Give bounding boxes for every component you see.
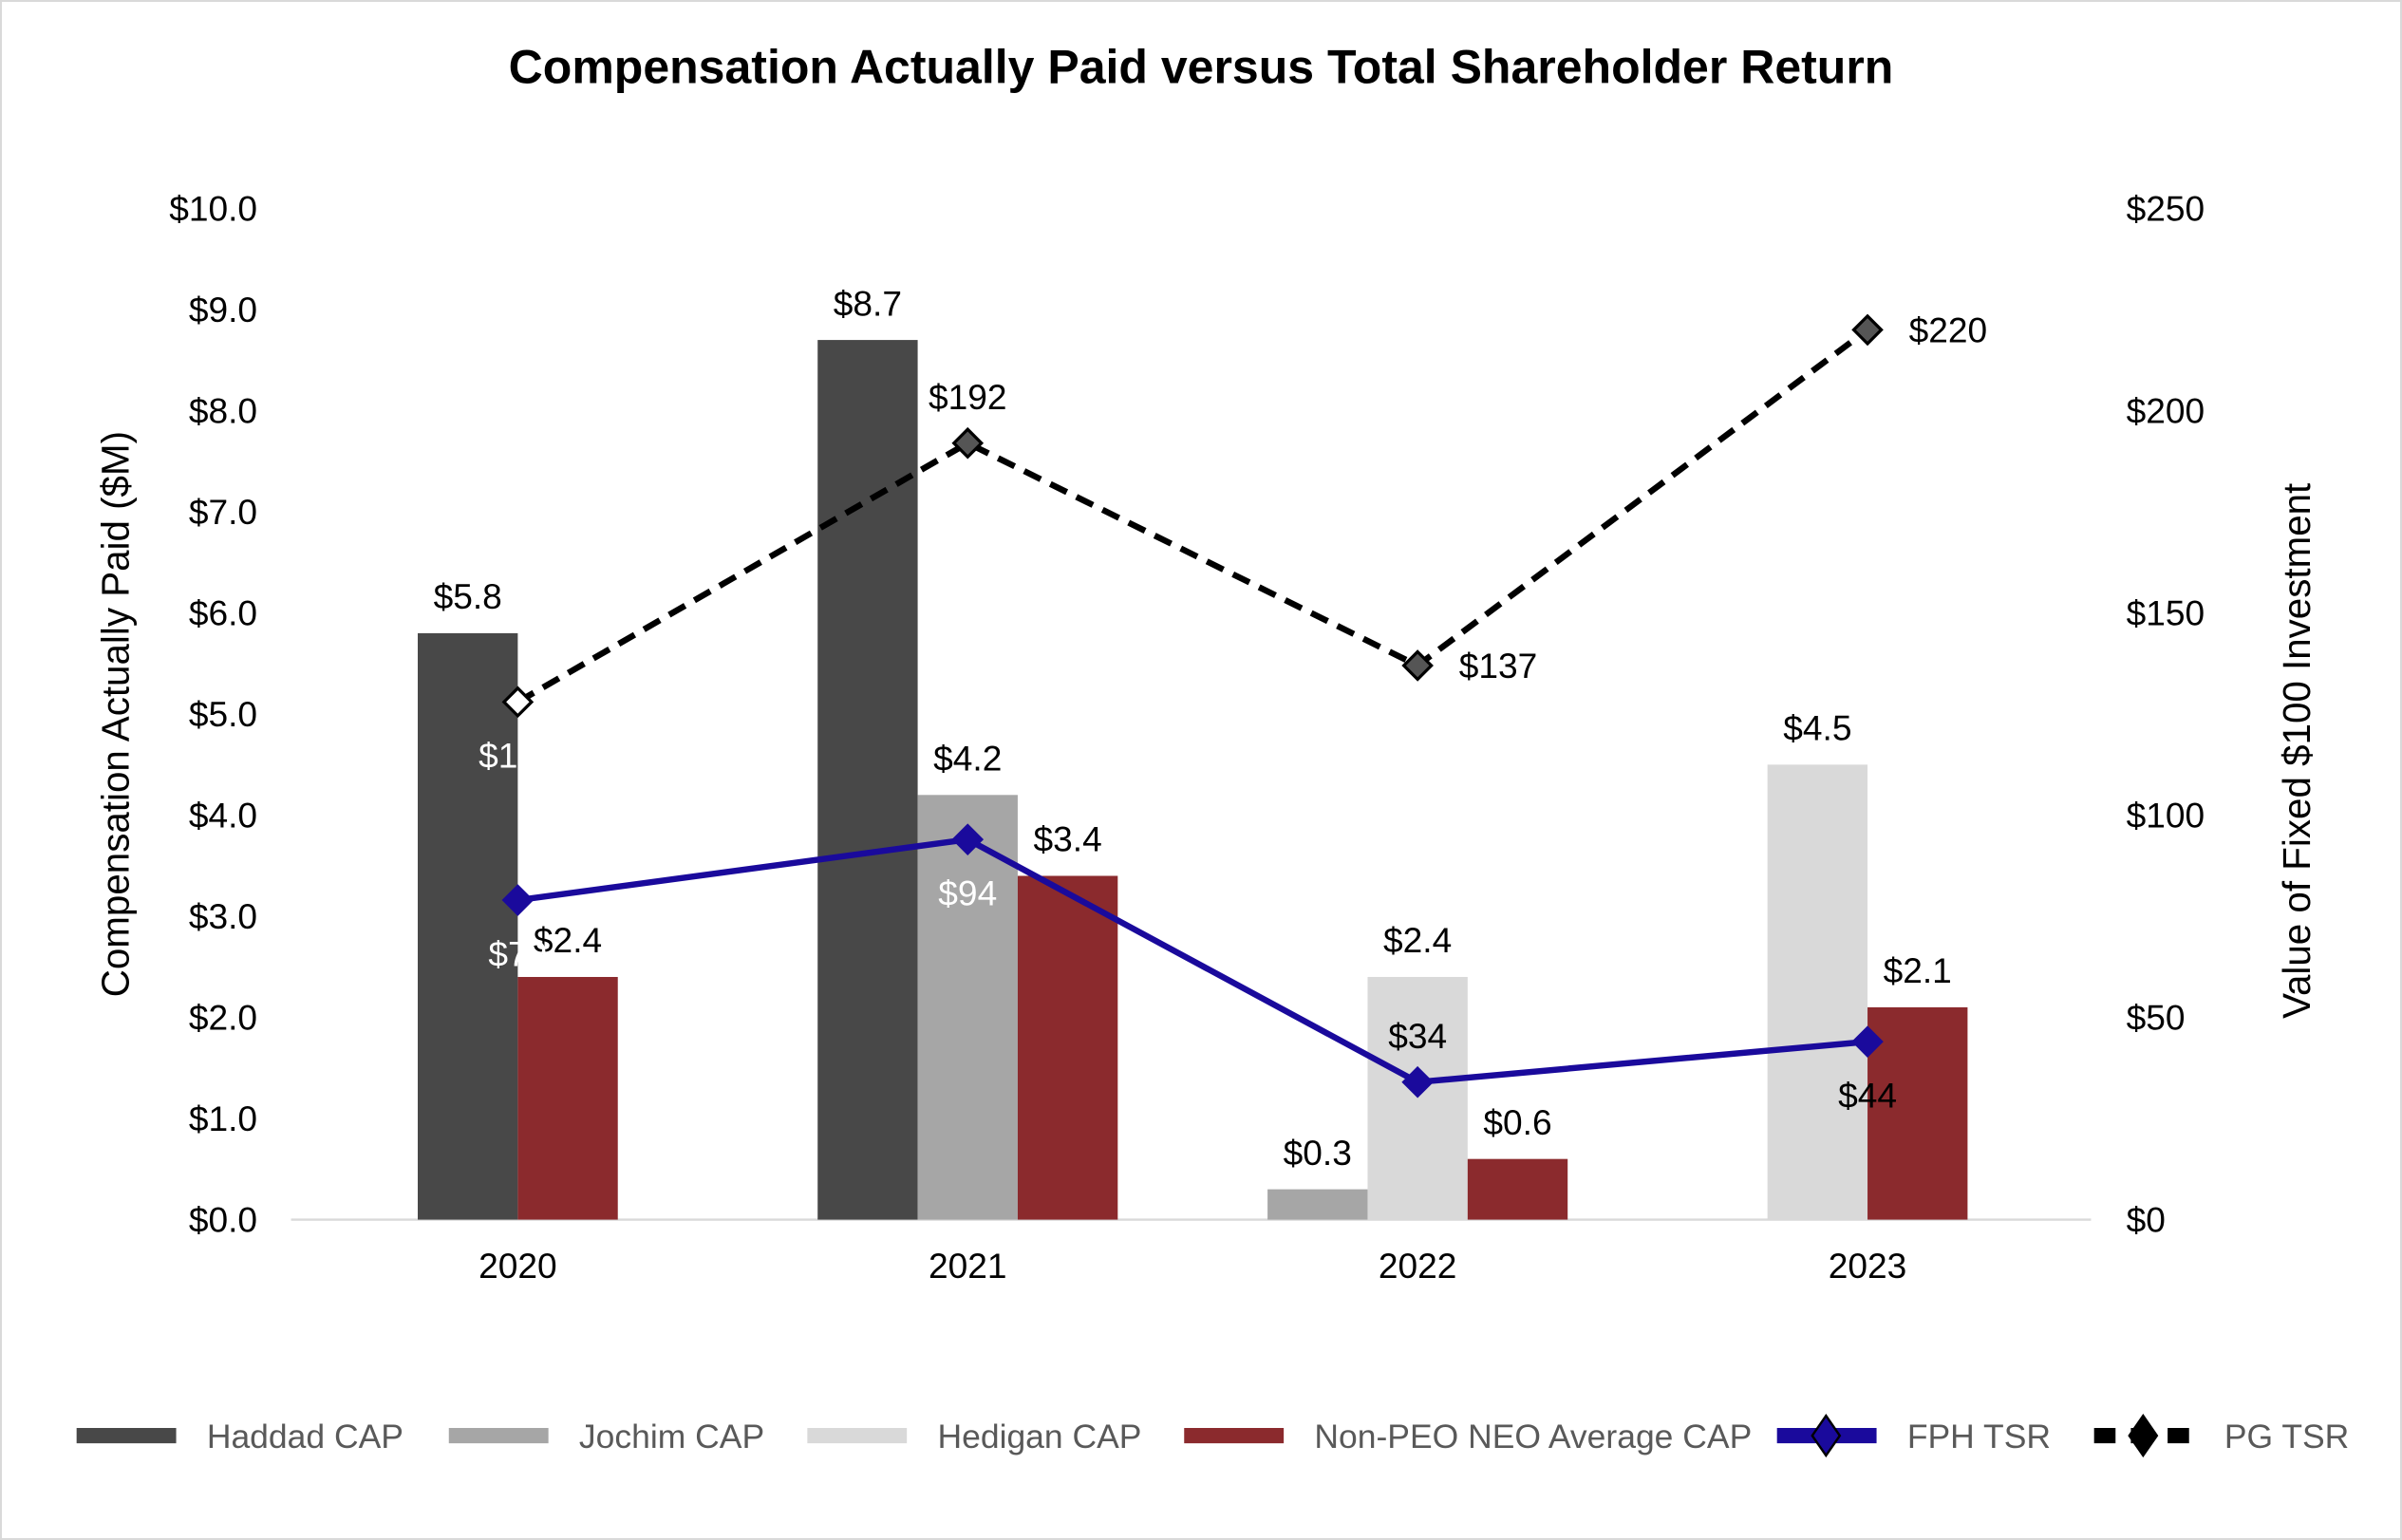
y-tick-label: $9.0 [189,290,257,329]
legend-label: PG TSR [2224,1418,2349,1455]
marker-pg-tsr [501,685,535,719]
bar-haddad-cap-2020 [418,632,518,1220]
y-tick-label: $10.0 [169,189,257,229]
bar-jochim-cap-2022 [1267,1189,1368,1220]
line-fph-tsr [516,836,1868,1086]
y-tick-label: $5.0 [189,694,257,734]
legend-label: FPH TSR [1907,1418,2051,1455]
line-data-label: $44 [1838,1076,1897,1116]
legend-swatch [1184,1428,1285,1444]
bar-data-label: $5.8 [434,576,502,616]
legend-item-pg-tsr: PG TSR [2093,1413,2349,1458]
y2-tick-label: $250 [2127,189,2205,229]
legend-label: Non-PEO NEO Average CAP [1314,1418,1752,1455]
bar-non-peo-neo-average-cap-2020 [517,976,618,1220]
line-data-label: $192 [929,377,1007,417]
marker-fph-tsr [1401,1065,1434,1099]
y2-tick-label: $50 [2127,997,2186,1037]
bar-hedigan-cap-2022 [1367,976,1468,1220]
bar-data-label: $8.7 [834,283,902,323]
y-tick-label: $6.0 [189,593,257,633]
legend-swatch [448,1428,549,1444]
bar-haddad-cap-2021 [817,340,918,1220]
bar-non-peo-neo-average-cap-2022 [1467,1158,1568,1220]
legend-label: Hedigan CAP [937,1418,1141,1455]
x-tick-label: 2021 [929,1246,1007,1286]
bar-data-label: $2.1 [1884,950,1952,990]
bar-non-peo-neo-average-cap-2023 [1867,1006,1968,1220]
bar-jochim-cap-2021 [917,795,1018,1220]
y-tick-label: $1.0 [189,1099,257,1138]
legend-item-haddad-cap: Haddad CAP [76,1418,403,1455]
bar-data-label: $4.2 [933,738,1002,778]
line-pg-tsr [516,327,1869,705]
y-axis-label: Compensation Actually Paid ($M) [94,431,138,997]
legend-swatch [807,1428,908,1444]
y2-tick-label: $200 [2127,391,2205,431]
x-tick-label: 2023 [1829,1246,1907,1286]
line-data-label: $128 [479,736,557,776]
y-tick-label: $7.0 [189,492,257,532]
x-tick-label: 2020 [479,1246,557,1286]
bar-data-label: $0.3 [1284,1133,1352,1173]
legend-item-fph-tsr: FPH TSR [1776,1413,2051,1458]
legend-item-non-peo-neo-average-cap: Non-PEO NEO Average CAP [1184,1418,1752,1455]
marker-fph-tsr [501,884,535,916]
x-tick-label: 2022 [1379,1246,1457,1286]
legend-label: Haddad CAP [207,1418,403,1455]
line-data-label: $94 [938,873,997,913]
legend-marker-diamond-icon [2128,1413,2159,1458]
marker-fph-tsr [951,823,985,855]
bar-hedigan-cap-2023 [1767,764,1868,1220]
y-tick-label: $8.0 [189,391,257,431]
bar-data-label: $2.4 [534,920,602,960]
y2-axis-label: Value of Fixed $100 Investment [2275,483,2318,1019]
bar-data-label: $3.4 [1034,819,1102,859]
line-data-label: $137 [1459,646,1538,685]
legend-label: Jochim CAP [579,1418,764,1455]
bar-non-peo-neo-average-cap-2021 [1017,875,1118,1220]
marker-pg-tsr [1401,649,1434,682]
bar-data-label: $4.5 [1783,708,1851,748]
legend-marker-diamond-icon [1811,1413,1842,1458]
y2-tick-label: $150 [2127,593,2205,633]
marker-fph-tsr [1851,1025,1884,1058]
y-tick-label: $0.0 [189,1199,257,1239]
y-tick-label: $2.0 [189,997,257,1037]
bar-data-label: $0.6 [1483,1102,1551,1142]
chart-title: Compensation Actually Paid versus Total … [509,40,1894,93]
marker-pg-tsr [1851,313,1884,347]
bar-data-label: $2.4 [1383,920,1452,960]
legend-swatch [76,1428,177,1444]
line-data-label: $79 [488,933,547,973]
line-data-label: $220 [1909,310,1988,349]
y2-tick-label: $100 [2127,796,2205,836]
legend-item-jochim-cap: Jochim CAP [448,1418,764,1455]
marker-pg-tsr [951,426,985,460]
y-tick-label: $4.0 [189,796,257,836]
line-data-label: $34 [1388,1016,1447,1056]
y-tick-label: $3.0 [189,896,257,936]
y2-tick-label: $0 [2127,1199,2166,1239]
legend-item-hedigan-cap: Hedigan CAP [807,1418,1141,1455]
